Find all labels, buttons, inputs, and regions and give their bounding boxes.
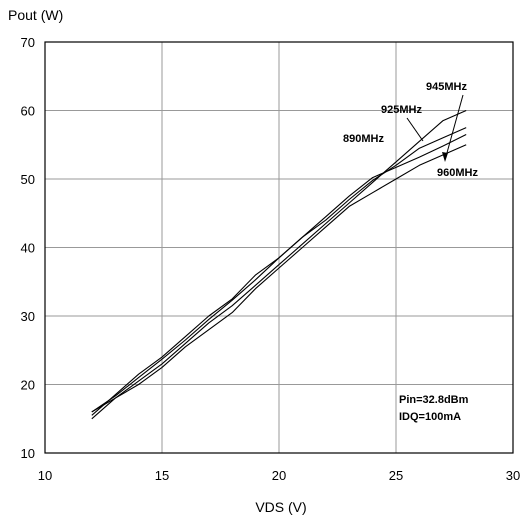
- x-ticks: 10 15 20 25 30: [38, 468, 520, 483]
- y-tick-label: 30: [21, 309, 35, 324]
- x-tick-label: 30: [506, 468, 520, 483]
- y-tick-label: 40: [21, 241, 35, 256]
- x-tick-label: 20: [272, 468, 286, 483]
- y-tick-label: 60: [21, 104, 35, 119]
- x-tick-label: 15: [155, 468, 169, 483]
- pointer-945-arrowhead: [442, 152, 448, 162]
- grid: [45, 42, 513, 453]
- pointer-925: [406, 117, 424, 142]
- plot-area-border: [44, 41, 514, 454]
- series-line-945MHz: [91, 109, 467, 420]
- y-tick-label: 10: [21, 446, 35, 461]
- note-pin: Pin=32.8dBm: [399, 394, 469, 406]
- x-tick-label: 25: [389, 468, 403, 483]
- y-tick-label: 20: [21, 378, 35, 393]
- y-tick-label: 70: [21, 35, 35, 50]
- series-label-960: 960MHz: [437, 167, 478, 179]
- y-ticks: 10 20 30 40 50 60 70: [21, 35, 35, 461]
- series-line-960MHz: [91, 144, 467, 413]
- series-lines: [91, 109, 467, 420]
- y-axis-title: Pout (W): [8, 7, 63, 23]
- series-labels: 945MHz 925MHz 890MHz 960MHz: [343, 81, 478, 179]
- series-label-925: 925MHz: [381, 104, 422, 116]
- note-idq: IDQ=100mA: [399, 411, 461, 423]
- x-tick-label: 10: [38, 468, 52, 483]
- series-label-945: 945MHz: [426, 81, 467, 93]
- series-line-925MHz: [91, 127, 467, 416]
- y-tick-label: 50: [21, 172, 35, 187]
- series-label-890: 890MHz: [343, 133, 384, 145]
- x-axis-title: VDS (V): [255, 499, 306, 515]
- pointer-945: [444, 94, 464, 161]
